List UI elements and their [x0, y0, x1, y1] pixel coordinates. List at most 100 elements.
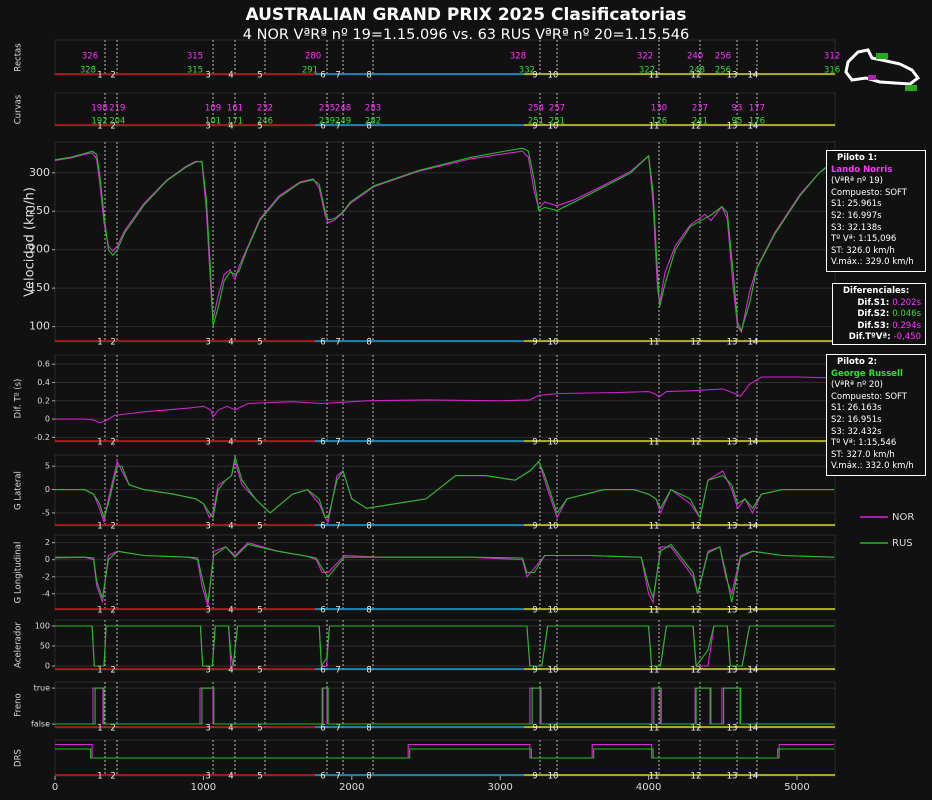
corner-label: 11	[649, 122, 660, 132]
value-label: 257	[549, 103, 565, 113]
corner-label: 4	[228, 338, 233, 348]
y-tick-label: 300	[29, 166, 50, 179]
corner-label: 11	[649, 522, 660, 532]
panel-frame	[54, 534, 836, 611]
series-line	[55, 376, 835, 424]
corner-label: 9	[532, 438, 537, 448]
corner-label: 8	[366, 772, 371, 782]
value-label: 237	[692, 103, 708, 113]
corner-label: 2	[110, 724, 115, 734]
y-tick-label: 150	[29, 281, 50, 294]
track-marker	[876, 53, 888, 59]
corner-label: 5	[257, 438, 262, 448]
box-line: V.máx.: 329.0 km/h	[831, 257, 914, 268]
series-line	[55, 743, 835, 759]
corner-label: 7	[335, 772, 340, 782]
corner-label: 12	[691, 71, 702, 81]
value-label: 249	[335, 117, 351, 127]
y-tick-label: 0	[45, 415, 50, 424]
y-axis-label: Rectas	[14, 43, 24, 72]
corner-label: 11	[649, 338, 660, 348]
box-line: Compuesto: SOFT	[831, 391, 907, 402]
value-label: 177	[749, 103, 765, 113]
value-label: 240	[687, 51, 703, 61]
corner-label: 8	[366, 724, 371, 734]
corner-label: 1	[97, 522, 102, 532]
corner-label: 5	[257, 122, 262, 132]
value-label: 171	[227, 117, 243, 127]
value-label: 192	[91, 117, 107, 127]
corner-label: 3	[205, 606, 210, 616]
corner-label: 4	[228, 71, 233, 81]
value-label: 283	[365, 103, 381, 113]
box-row: Dif.S1: 0.202s	[837, 298, 921, 310]
y-axis-label: Velocidad (km/h)	[23, 187, 38, 297]
value-label: 254	[528, 103, 544, 113]
box-line: S2: 16.951s	[831, 414, 882, 425]
diff-label: Dif.S1:	[857, 297, 890, 308]
value-label: 239	[319, 117, 335, 127]
corner-label: 12	[691, 666, 702, 676]
panel-frame	[54, 141, 836, 343]
value-label: 109	[205, 103, 221, 113]
corner-label: 3	[205, 522, 210, 532]
box-row: Dif.TºVª: -0,450	[837, 332, 921, 344]
corner-label: 13	[727, 338, 738, 348]
corner-label: 4	[228, 606, 233, 616]
corner-label: 4	[228, 666, 233, 676]
corner-label: 9	[532, 606, 537, 616]
diff-label: Dif.S2:	[857, 309, 890, 320]
corner-label: 1	[97, 606, 102, 616]
corner-label: 7	[335, 666, 340, 676]
value-label: 101	[205, 117, 221, 127]
box-row: Dif.S3: 0.294s	[837, 321, 921, 333]
y-tick-label: 250	[29, 204, 50, 217]
corner-label: 11	[649, 438, 660, 448]
corner-label: 9	[532, 666, 537, 676]
series-line	[54, 542, 835, 607]
corner-label: 9	[532, 724, 537, 734]
y-axis-label: Curvas	[14, 94, 24, 124]
corner-label: 7	[335, 338, 340, 348]
track-marker	[905, 85, 917, 91]
corner-label: 5	[257, 522, 262, 532]
corner-label: 11	[649, 724, 660, 734]
value-label: 315	[187, 51, 203, 61]
y-axis-label: Freno	[14, 693, 24, 716]
y-tick-label: 0.4	[37, 378, 50, 387]
corner-label: 12	[691, 338, 702, 348]
series-line	[55, 456, 835, 520]
corner-label: 10	[548, 666, 559, 676]
corner-label: 6	[320, 522, 325, 532]
corner-label: 6	[320, 666, 325, 676]
y-tick-label: 0	[45, 485, 50, 494]
value-label: 322	[637, 51, 653, 61]
y-tick-label: 100	[29, 320, 50, 333]
y-axis-label: G Lateral	[14, 471, 24, 510]
corner-label: 9	[532, 338, 537, 348]
x-tick-label: 4000	[636, 782, 661, 793]
diff-label: Dif.TºVª:	[848, 332, 891, 343]
corner-label: 10	[548, 724, 559, 734]
corner-label: 4	[228, 724, 233, 734]
value-label: 130	[651, 103, 667, 113]
corner-label: 6	[320, 724, 325, 734]
corner-label: 14	[748, 772, 759, 782]
diff-value: 0.046s	[892, 309, 921, 320]
corner-label: 8	[366, 438, 371, 448]
corner-label: 11	[649, 666, 660, 676]
value-label: 235	[319, 103, 335, 113]
value-label: 316	[824, 65, 840, 75]
corner-label: 8	[366, 666, 371, 676]
corner-label: 3	[205, 122, 210, 132]
corner-label: 11	[649, 772, 660, 782]
corner-label: 3	[205, 338, 210, 348]
legend-label: RUS	[892, 538, 913, 549]
corner-label: 13	[727, 666, 738, 676]
y-tick-label: 0.6	[37, 360, 50, 369]
value-label: 332	[519, 65, 535, 75]
corner-label: 12	[691, 438, 702, 448]
corner-label: 8	[366, 606, 371, 616]
x-tick-label: 3000	[487, 782, 512, 793]
corner-label: 4	[228, 522, 233, 532]
